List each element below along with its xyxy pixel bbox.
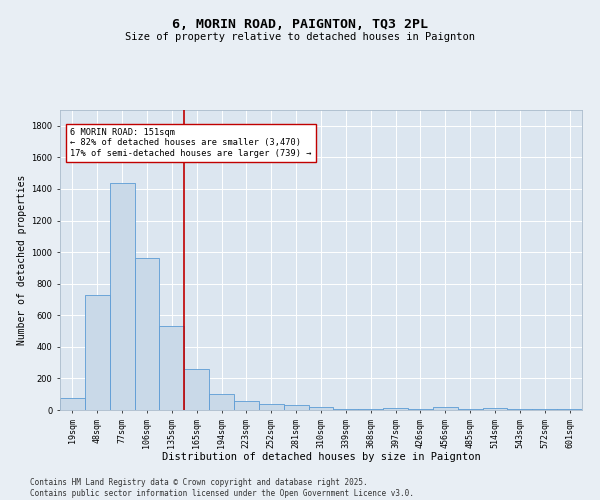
Bar xyxy=(482,408,508,410)
Bar xyxy=(284,406,308,410)
Bar xyxy=(458,409,482,410)
Bar xyxy=(234,400,259,410)
Bar xyxy=(433,407,458,410)
Text: Contains HM Land Registry data © Crown copyright and database right 2025.
Contai: Contains HM Land Registry data © Crown c… xyxy=(30,478,414,498)
Bar xyxy=(60,398,85,410)
Text: 6, MORIN ROAD, PAIGNTON, TQ3 2PL: 6, MORIN ROAD, PAIGNTON, TQ3 2PL xyxy=(172,18,428,30)
X-axis label: Distribution of detached houses by size in Paignton: Distribution of detached houses by size … xyxy=(161,452,481,462)
Bar xyxy=(85,294,110,410)
Bar xyxy=(334,409,358,410)
Text: 6 MORIN ROAD: 151sqm
← 82% of detached houses are smaller (3,470)
17% of semi-de: 6 MORIN ROAD: 151sqm ← 82% of detached h… xyxy=(70,128,312,158)
Bar xyxy=(557,409,582,410)
Bar xyxy=(532,409,557,410)
Bar xyxy=(408,409,433,410)
Bar xyxy=(308,407,334,410)
Text: Size of property relative to detached houses in Paignton: Size of property relative to detached ho… xyxy=(125,32,475,42)
Bar xyxy=(508,409,532,410)
Bar xyxy=(209,394,234,410)
Bar xyxy=(160,326,184,410)
Bar xyxy=(259,404,284,410)
Bar xyxy=(134,258,160,410)
Bar xyxy=(358,409,383,410)
Y-axis label: Number of detached properties: Number of detached properties xyxy=(17,175,27,345)
Bar xyxy=(383,408,408,410)
Bar xyxy=(110,182,134,410)
Bar xyxy=(184,369,209,410)
